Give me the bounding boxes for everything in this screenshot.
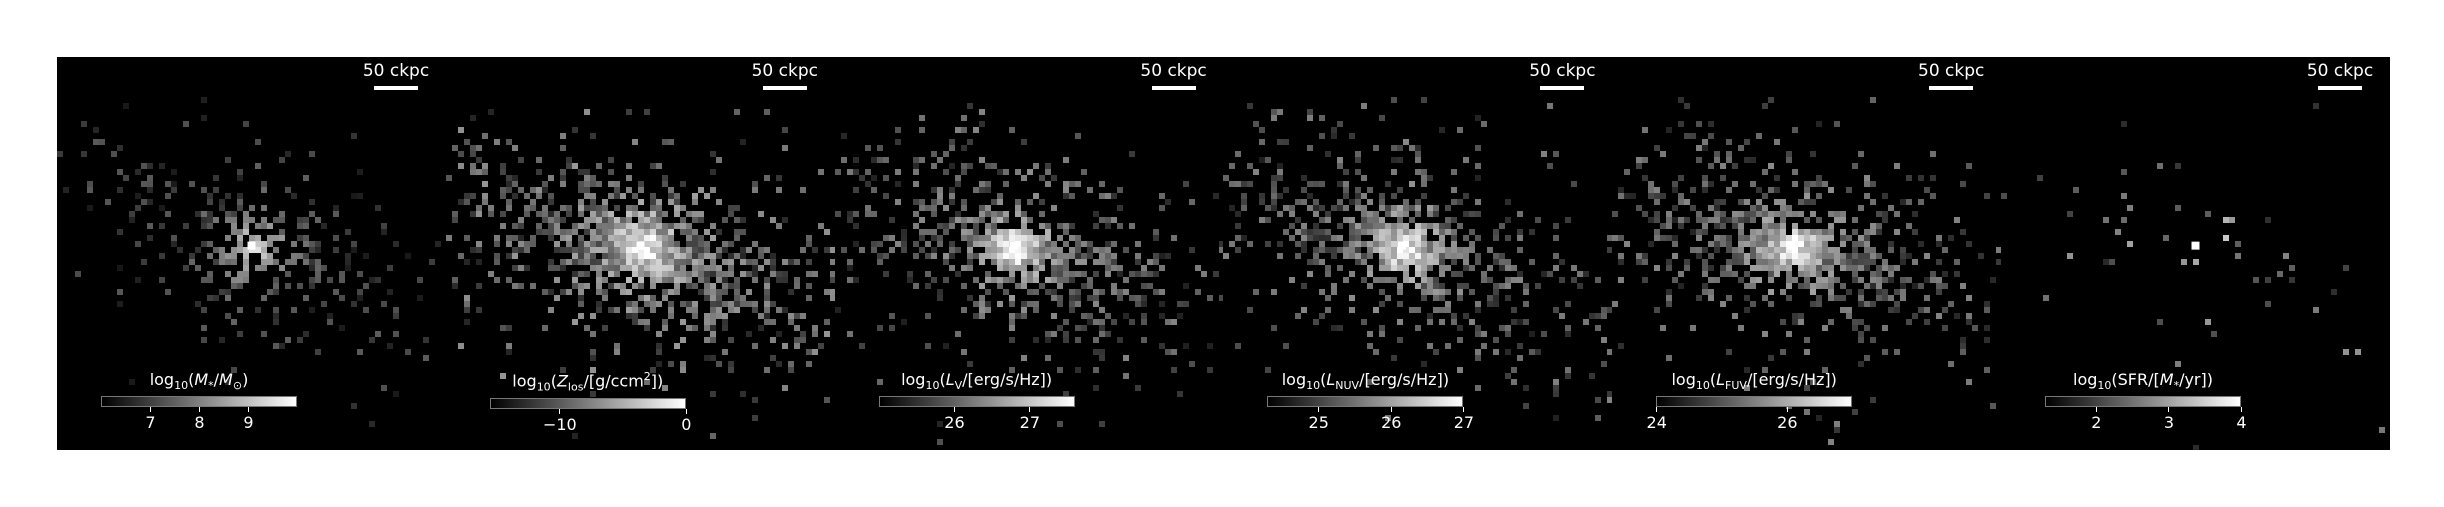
colorbar: log10(Zlos/[g/ccm2]) −10 0 [489, 370, 691, 435]
scale-label: 50 ckpc [362, 61, 430, 81]
colorbar-gradient [878, 396, 1075, 408]
colorbar-gradient [1267, 396, 1464, 408]
scale-line [374, 86, 418, 90]
galaxy-panel-1: 50 ckpc log10(M*/M⊙) 7 8 9 [57, 57, 446, 450]
colorbar-tick: 7 [145, 407, 156, 432]
colorbar-tick-label: 27 [1453, 413, 1475, 433]
colorbar: log10(LFUV/[erg/s/Hz]) 24 26 [1647, 370, 1853, 433]
colorbar-tick-label: 26 [944, 413, 965, 433]
colorbar: log10(M*/M⊙) 7 8 9 [101, 370, 297, 433]
colorbar-tick-label: 24 [1646, 413, 1667, 433]
colorbar-tick-label: 25 [1308, 413, 1329, 433]
scale-label: 50 ckpc [2306, 61, 2374, 81]
galaxy-image [1223, 97, 1613, 421]
colorbar-tick: 4 [2236, 407, 2247, 432]
colorbar-tick-label: 7 [145, 413, 156, 433]
colorbar: log10(LNUV/[erg/s/Hz]) 25 26 27 [1267, 370, 1474, 433]
galaxy-panel-2: 50 ckpc log10(Zlos/[g/ccm2]) −10 0 [445, 57, 835, 450]
colorbar-tick: 27 [1454, 407, 1474, 432]
galaxy-image [57, 97, 441, 427]
colorbar-tick-label: 2 [2091, 413, 2102, 433]
colorbar-gradient [101, 396, 297, 408]
colorbar-tick: 25 [1309, 407, 1329, 432]
galaxy-panel-5: 50 ckpc log10(LFUV/[erg/s/Hz]) 24 26 [1612, 57, 2002, 450]
scale-line [762, 86, 807, 90]
colorbar-tick: 9 [243, 407, 254, 432]
colorbar-title: log10(Zlos/[g/ccm2]) [512, 370, 664, 394]
galaxy-panel-3: 50 ckpc log10(LV/[erg/s/Hz]) 26 27 [834, 57, 1224, 450]
scale-label: 50 ckpc [751, 61, 818, 81]
scale-label: 50 ckpc [1529, 61, 1596, 81]
colorbar-tick: −10 [543, 408, 577, 434]
colorbar-title: log10(LNUV/[erg/s/Hz]) [1281, 370, 1450, 393]
colorbar-tick: 26 [944, 407, 965, 432]
colorbar-tick: 0 [681, 408, 691, 434]
colorbar-title: log10(SFR/[M*/yr]) [2073, 370, 2213, 393]
scale-label: 50 ckpc [1140, 61, 1207, 81]
colorbar-tick: 26 [1777, 407, 1798, 432]
scale-line [1540, 86, 1585, 90]
galaxy-image [834, 103, 1224, 445]
colorbar-gradient [489, 397, 686, 409]
colorbar-title: log10(LFUV/[erg/s/Hz]) [1671, 370, 1837, 393]
scale-label: 50 ckpc [1918, 61, 1985, 81]
scale-bar: 50 ckpc [1139, 61, 1209, 90]
galaxy-panel-4: 50 ckpc log10(LNUV/[erg/s/Hz]) 25 26 27 [1223, 57, 1613, 450]
scale-line [1929, 86, 1974, 90]
colorbar-tick-label: 3 [2163, 413, 2174, 433]
scale-bar: 50 ckpc [750, 61, 820, 90]
colorbar-tick: 26 [1381, 407, 1401, 432]
colorbar-tick: 3 [2164, 407, 2174, 432]
colorbar-tick: 2 [2091, 407, 2101, 432]
colorbar-tick-label: 26 [1381, 413, 1402, 433]
colorbar-tick-label: 9 [243, 413, 254, 433]
colorbar-tick: 8 [194, 407, 205, 432]
scale-line [1151, 86, 1196, 90]
scale-line [2318, 86, 2362, 90]
colorbar-gradient [1656, 396, 1853, 408]
galaxy-panel-6: 50 ckpc log10(SFR/[M*/yr]) 2 3 4 [2001, 57, 2390, 450]
scale-bar: 50 ckpc [1916, 61, 1986, 90]
colorbar-title: log10(LV/[erg/s/Hz]) [901, 370, 1053, 393]
colorbar-gradient [2045, 396, 2241, 408]
colorbar: log10(SFR/[M*/yr]) 2 3 4 [2045, 370, 2247, 433]
colorbar-tick-label: −10 [542, 414, 577, 434]
galaxy-image [1612, 97, 2002, 445]
scale-bar: 50 ckpc [1527, 61, 1597, 90]
colorbar-tick-label: 4 [2236, 413, 2247, 433]
galaxy-image [2001, 103, 2385, 450]
colorbar-title: log10(M*/M⊙) [149, 370, 249, 393]
colorbar-tick: 24 [1647, 407, 1667, 432]
colorbar-tick-label: 8 [194, 413, 205, 433]
galaxy-image [445, 109, 835, 439]
scale-bar: 50 ckpc [2305, 61, 2375, 90]
colorbar: log10(LV/[erg/s/Hz]) 26 27 [878, 370, 1075, 433]
colorbar-tick: 27 [1020, 407, 1040, 432]
colorbar-tick-label: 0 [681, 414, 692, 434]
colorbar-tick-label: 26 [1777, 413, 1798, 433]
colorbar-tick-label: 27 [1019, 413, 1041, 433]
image-strip: 50 ckpc log10(M*/M⊙) 7 8 9 50 ckpc log10(Zlos/… [57, 57, 2390, 450]
scale-bar: 50 ckpc [361, 61, 431, 90]
